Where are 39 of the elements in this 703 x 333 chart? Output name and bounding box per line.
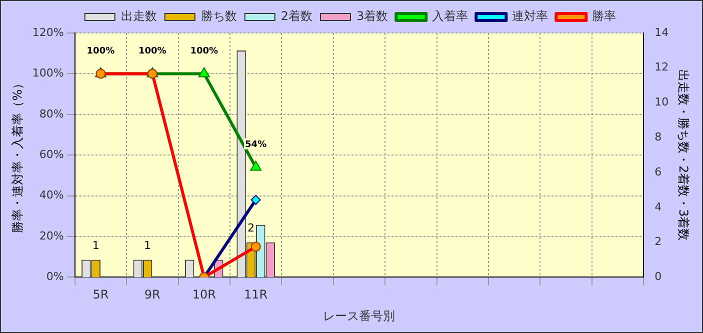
data-label: 2 (247, 222, 254, 235)
legend-label: 入着率 (432, 9, 468, 24)
y2-tick-label: 2 (654, 235, 662, 248)
legend-label: 出走数 (120, 9, 157, 24)
y2-tick-label: 4 (654, 200, 662, 214)
y-tick-label: 80% (39, 107, 64, 120)
x-tick-label: 9R (144, 288, 160, 302)
y-axis-title: 勝率・連対率・入着率（%） (10, 77, 24, 233)
point (250, 194, 261, 205)
legend-label: 勝率 (592, 9, 616, 24)
legend-label: 勝ち数 (200, 9, 237, 24)
y-tick-label: 100% (32, 66, 64, 80)
y-tick-label: 40% (39, 188, 64, 202)
data-label: 100% (138, 46, 166, 57)
x-tick-label: 11R (244, 288, 268, 302)
data-label: 1 (144, 239, 152, 252)
y2-tick-label: 0 (654, 270, 662, 284)
point (250, 160, 262, 171)
y-tick-label: 120% (32, 26, 64, 39)
y2-tick-label: 14 (654, 26, 669, 39)
y2-tick-label: 8 (654, 130, 662, 144)
data-label: 54% (245, 140, 267, 150)
x-tick-label: 5R (92, 288, 109, 302)
y-tick-label: 0% (46, 270, 64, 284)
y2-axis-title: 出走数・勝ち数・2着数・3着数 (676, 69, 691, 241)
legend-label: 3着数 (356, 9, 388, 24)
data-label: 1 (92, 239, 100, 252)
y2-tick-label: 6 (654, 165, 662, 178)
data-label: 100% (86, 46, 115, 57)
y-tick-label: 20% (39, 229, 64, 242)
y2-tick-label: 12 (654, 60, 669, 74)
point (198, 67, 210, 78)
legend-label: 2着数 (280, 9, 313, 24)
y-tick-label: 60% (39, 148, 64, 161)
x-axis-title: レース番号別 (323, 308, 396, 323)
x-tick-label: 10R (192, 288, 216, 302)
y2-tick-label: 10 (654, 96, 669, 109)
data-label: 100% (190, 46, 218, 57)
legend-label: 連対率 (512, 9, 548, 24)
